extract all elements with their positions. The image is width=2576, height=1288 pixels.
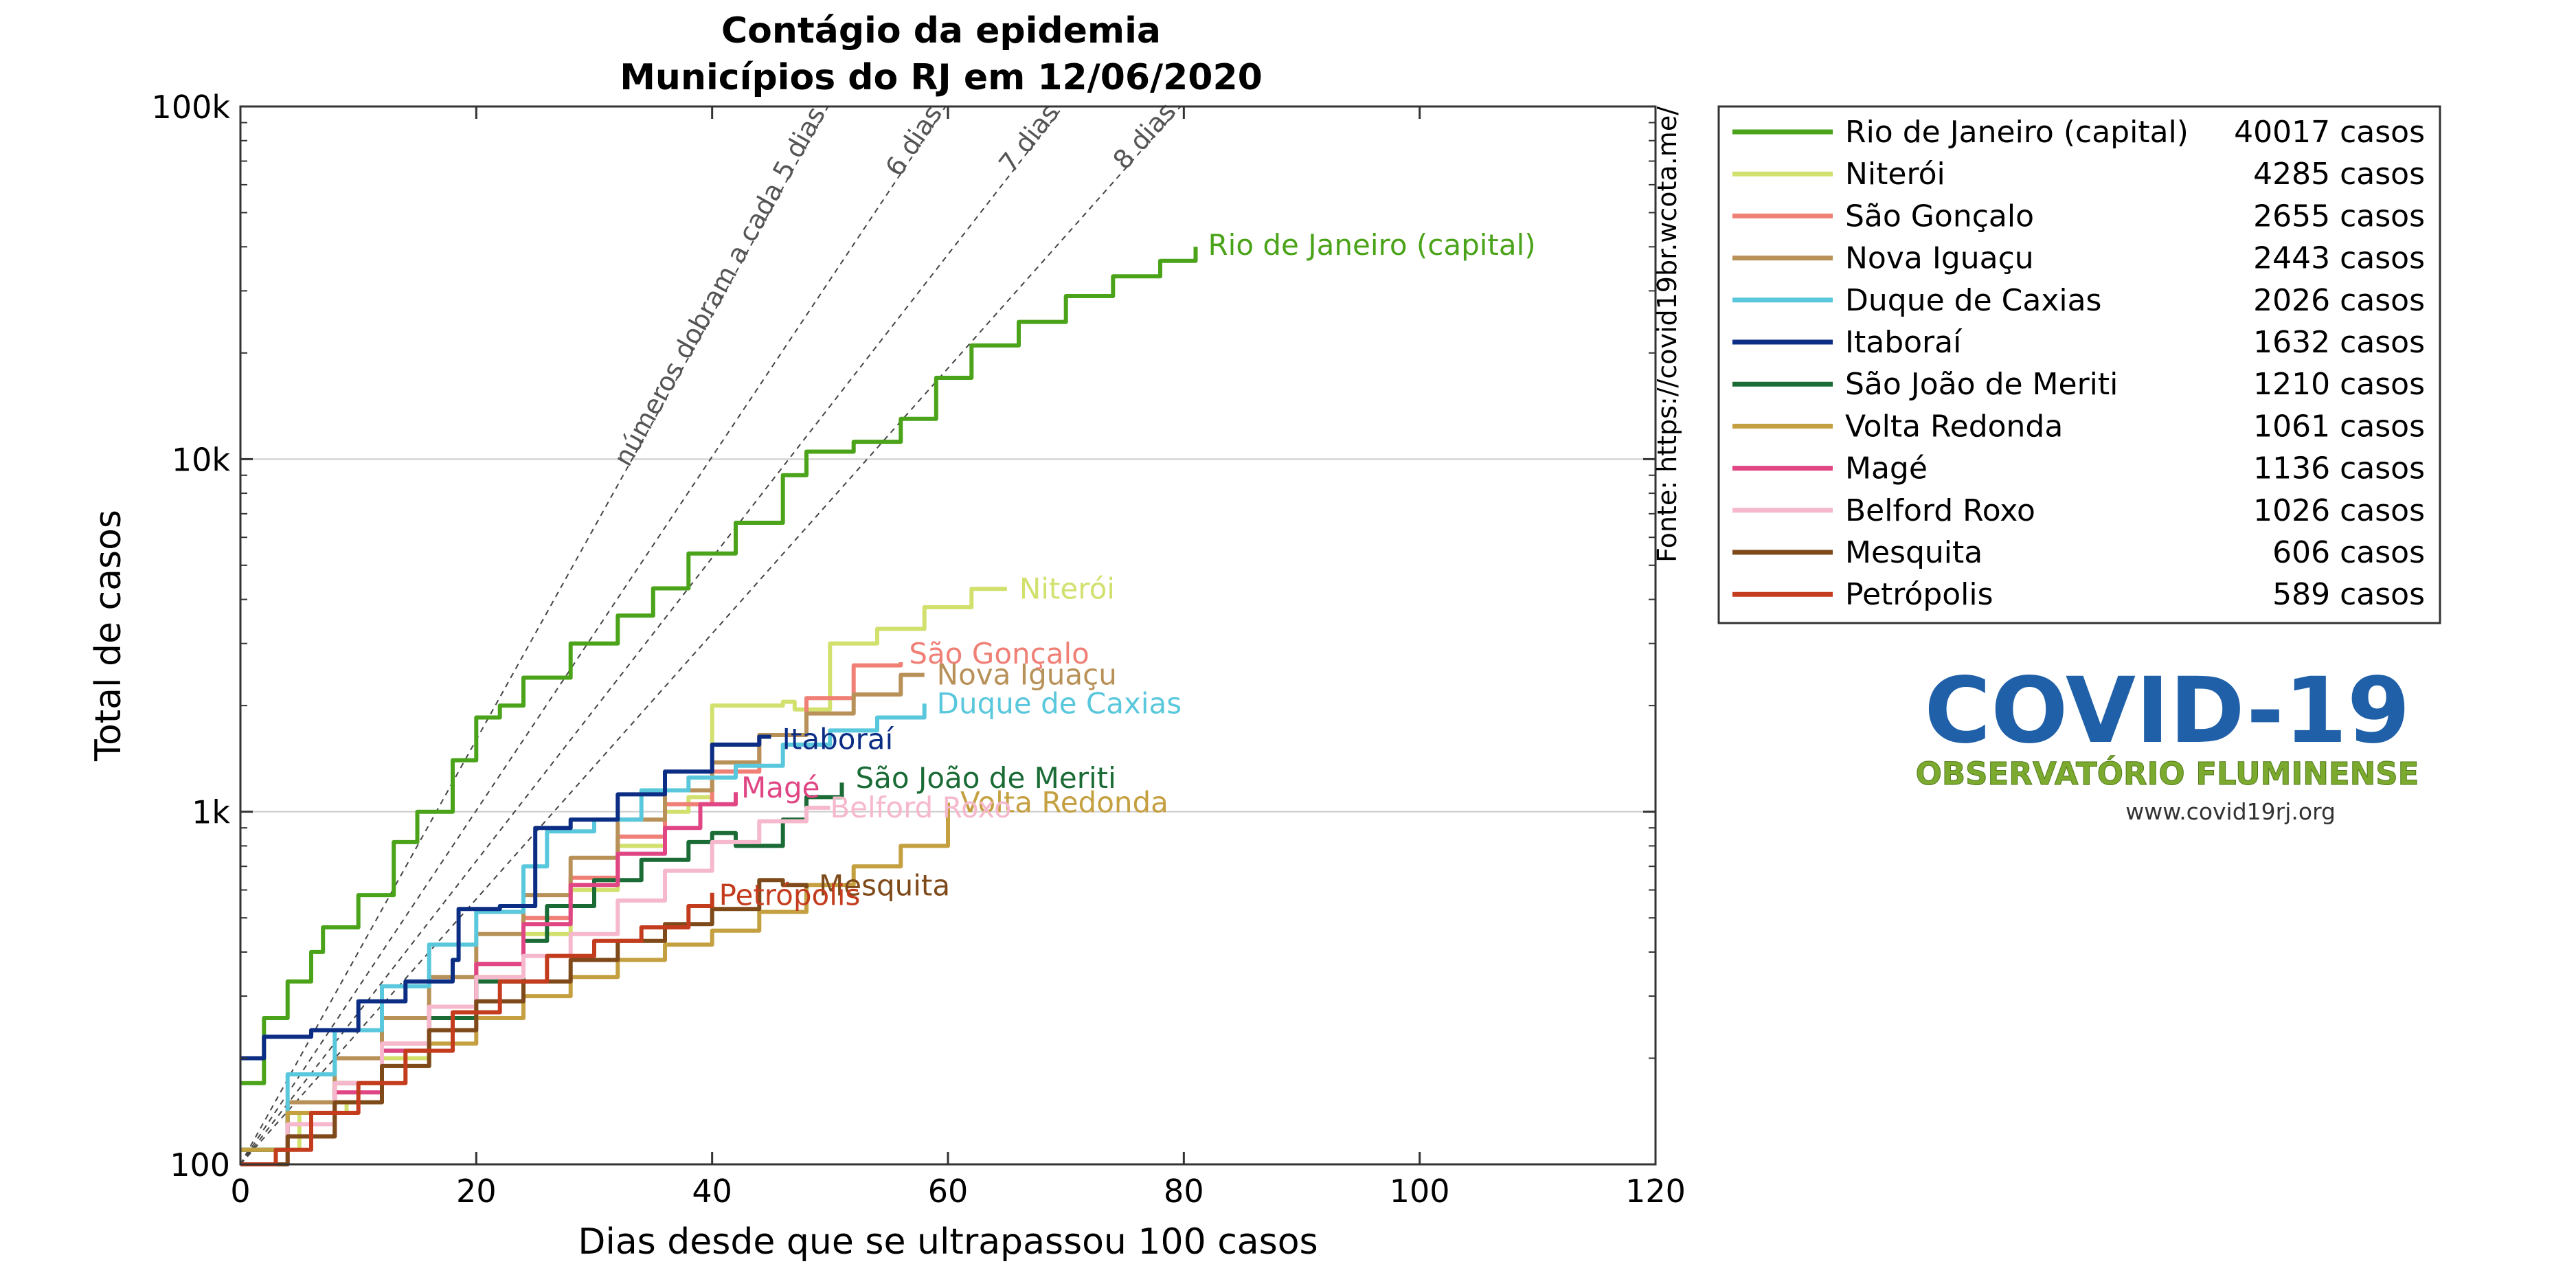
legend-name: São Gonçalo (1845, 199, 2034, 234)
legend-count: 4285 casos (2253, 157, 2425, 192)
legend-box (1717, 105, 2441, 624)
legend-name: Volta Redonda (1845, 409, 2063, 444)
series-end-label: Rio de Janeiro (capital) (1208, 228, 1536, 262)
legend-name: Petrópolis (1845, 577, 1993, 612)
series-end-label: Itaboraí (782, 722, 894, 756)
doubling-line (240, 106, 1182, 1165)
legend-count: 589 casos (2272, 577, 2425, 612)
series-end-label: Duque de Caxias (937, 686, 1182, 720)
series-end-label: Magé (741, 771, 820, 804)
legend-name: Duque de Caxias (1845, 283, 2101, 318)
legend-name: Itaboraí (1845, 325, 1963, 360)
chart-title: Contágio da epidemia (721, 10, 1161, 52)
y-tick-label: 10k (172, 441, 231, 478)
series-line (240, 247, 1198, 1085)
logo-url: www.covid19rj.org (2125, 798, 2336, 825)
x-tick-label: 80 (1164, 1173, 1204, 1210)
legend-name: Magé (1845, 451, 1928, 486)
x-tick-label: 0 (230, 1173, 250, 1210)
legend-name: Belford Roxo (1845, 493, 2035, 528)
series-line (240, 734, 771, 1061)
series-end-label: São João de Meriti (856, 761, 1116, 795)
legend-name: Rio de Janeiro (capital) (1845, 115, 2189, 150)
series-end-label: Petrópolis (719, 879, 861, 912)
legend-count: 2026 casos (2253, 283, 2425, 318)
logo-subtitle: OBSERVATÓRIO FLUMINENSE (1916, 756, 2419, 792)
legend: Rio de Janeiro (capital) 40017 casos Niter… (1732, 115, 2425, 612)
series-line (240, 782, 844, 1152)
logo-text: COVID-19 (1924, 658, 2410, 764)
y-tick-label: 100 (170, 1146, 230, 1184)
series-line (240, 673, 925, 1152)
legend-name: Niterói (1845, 157, 1945, 192)
y-axis-label: Total de casos (88, 510, 129, 762)
doubling-line-label: 6 dias (879, 100, 948, 181)
legend-count: 1026 casos (2253, 493, 2425, 528)
series-end-label: Mesquita (819, 868, 950, 902)
y-tick-label: 100k (152, 89, 231, 126)
doubling-line-label: 8 dias (1107, 97, 1182, 175)
legend-name: Mesquita (1845, 535, 1982, 570)
axes: 100 1k 10k 100k 0 20 40 60 80 100 120 (152, 89, 1686, 1210)
series-end-label: São Gonçalo (909, 637, 1089, 670)
series-line (240, 703, 927, 1152)
chart-subtitle: Municípios do RJ em 12/06/2020 (620, 57, 1263, 98)
series-end-labels: Rio de Janeiro (capital) Niterói São Gonça… (719, 228, 1536, 912)
legend-count: 1632 casos (2253, 325, 2425, 360)
x-tick-label: 120 (1625, 1173, 1686, 1210)
doubling-line (240, 106, 1064, 1165)
x-tick-label: 20 (456, 1173, 497, 1210)
legend-count: 1210 casos (2253, 367, 2425, 402)
series-end-label: Nova Iguaçu (937, 658, 1117, 692)
legend-count: 1136 casos (2253, 451, 2425, 486)
doubling-line (240, 106, 947, 1165)
covid-logo: COVID-19 OBSERVATÓRIO FLUMINENSE www.cov… (1915, 658, 2419, 825)
series-end-label: Niterói (1019, 572, 1115, 605)
legend-count: 40017 casos (2234, 115, 2425, 150)
series-line (240, 892, 714, 1166)
legend-count: 2655 casos (2253, 199, 2425, 234)
legend-name: São João de Meriti (1845, 367, 2118, 402)
doubling-line-label: 7 dias (993, 98, 1065, 179)
legend-count: 2443 casos (2253, 241, 2425, 276)
y-tick-label: 1k (192, 794, 230, 831)
legend-count: 606 casos (2272, 535, 2425, 570)
source-note: Fonte: https://covid19br.wcota.me/ (1652, 106, 1682, 563)
x-axis-label: Dias desde que se ultrapassou 100 casos (578, 1221, 1318, 1263)
data-series (240, 247, 1198, 1166)
x-tick-label: 40 (692, 1173, 732, 1210)
series-line (240, 878, 809, 1166)
x-tick-label: 100 (1390, 1173, 1450, 1210)
x-tick-label: 60 (928, 1173, 969, 1210)
series-end-label: Belford Roxo (830, 791, 1011, 824)
doubling-line-label: números dobram a cada 5 dias (608, 102, 831, 471)
series-line (240, 802, 950, 1152)
legend-name: Nova Iguaçu (1845, 241, 2034, 276)
series-end-label: Volta Redonda (960, 785, 1168, 819)
legend-count: 1061 casos (2253, 409, 2425, 444)
